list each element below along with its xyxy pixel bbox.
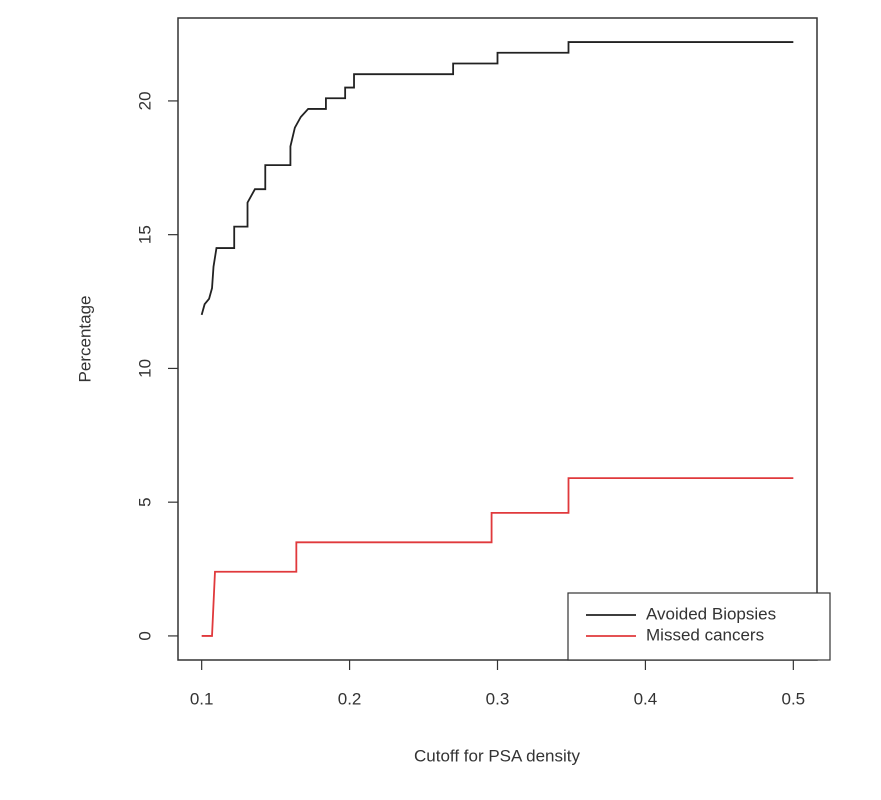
legend-label: Avoided Biopsies	[646, 604, 776, 623]
y-axis-label: Percentage	[75, 296, 94, 383]
x-tick-label: 0.3	[486, 689, 510, 708]
legend-box	[567, 592, 831, 661]
x-tick-label: 0.2	[338, 689, 362, 708]
y-tick-label: 0	[135, 631, 154, 640]
y-tick-label: 15	[135, 225, 154, 244]
line-series	[201, 477, 794, 637]
x-tick-label: 0.1	[190, 689, 214, 708]
y-tick-label: 20	[135, 91, 154, 110]
x-tick-label: 0.5	[782, 689, 806, 708]
legend-label: Missed cancers	[646, 625, 764, 644]
x-axis-label: Cutoff for PSA density	[414, 746, 580, 765]
x-tick-label: 0.4	[634, 689, 658, 708]
plot-frame	[177, 17, 818, 661]
line-series	[200, 41, 794, 316]
y-tick-label: 10	[135, 359, 154, 378]
y-tick-label: 5	[135, 497, 154, 506]
